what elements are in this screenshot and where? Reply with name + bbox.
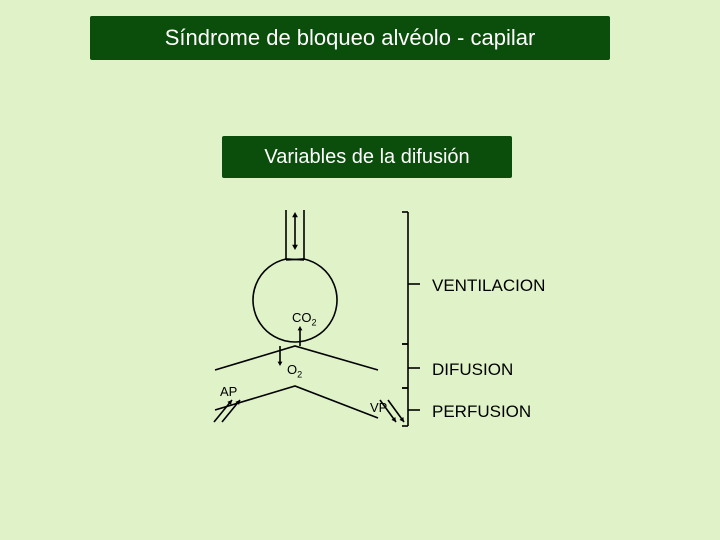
label-ap: AP (220, 384, 237, 399)
co2-sub: 2 (312, 318, 317, 328)
diagram-svg (0, 0, 720, 540)
o2-sub: 2 (297, 370, 302, 380)
label-ventilacion: VENTILACION (432, 276, 545, 296)
label-o2: O2 (287, 362, 302, 380)
o2-base: O (287, 362, 297, 377)
label-vp: VP (370, 400, 387, 415)
label-perfusion: PERFUSION (432, 402, 531, 422)
co2-base: CO (292, 310, 312, 325)
label-co2: CO2 (292, 310, 317, 328)
label-difusion: DIFUSION (432, 360, 513, 380)
